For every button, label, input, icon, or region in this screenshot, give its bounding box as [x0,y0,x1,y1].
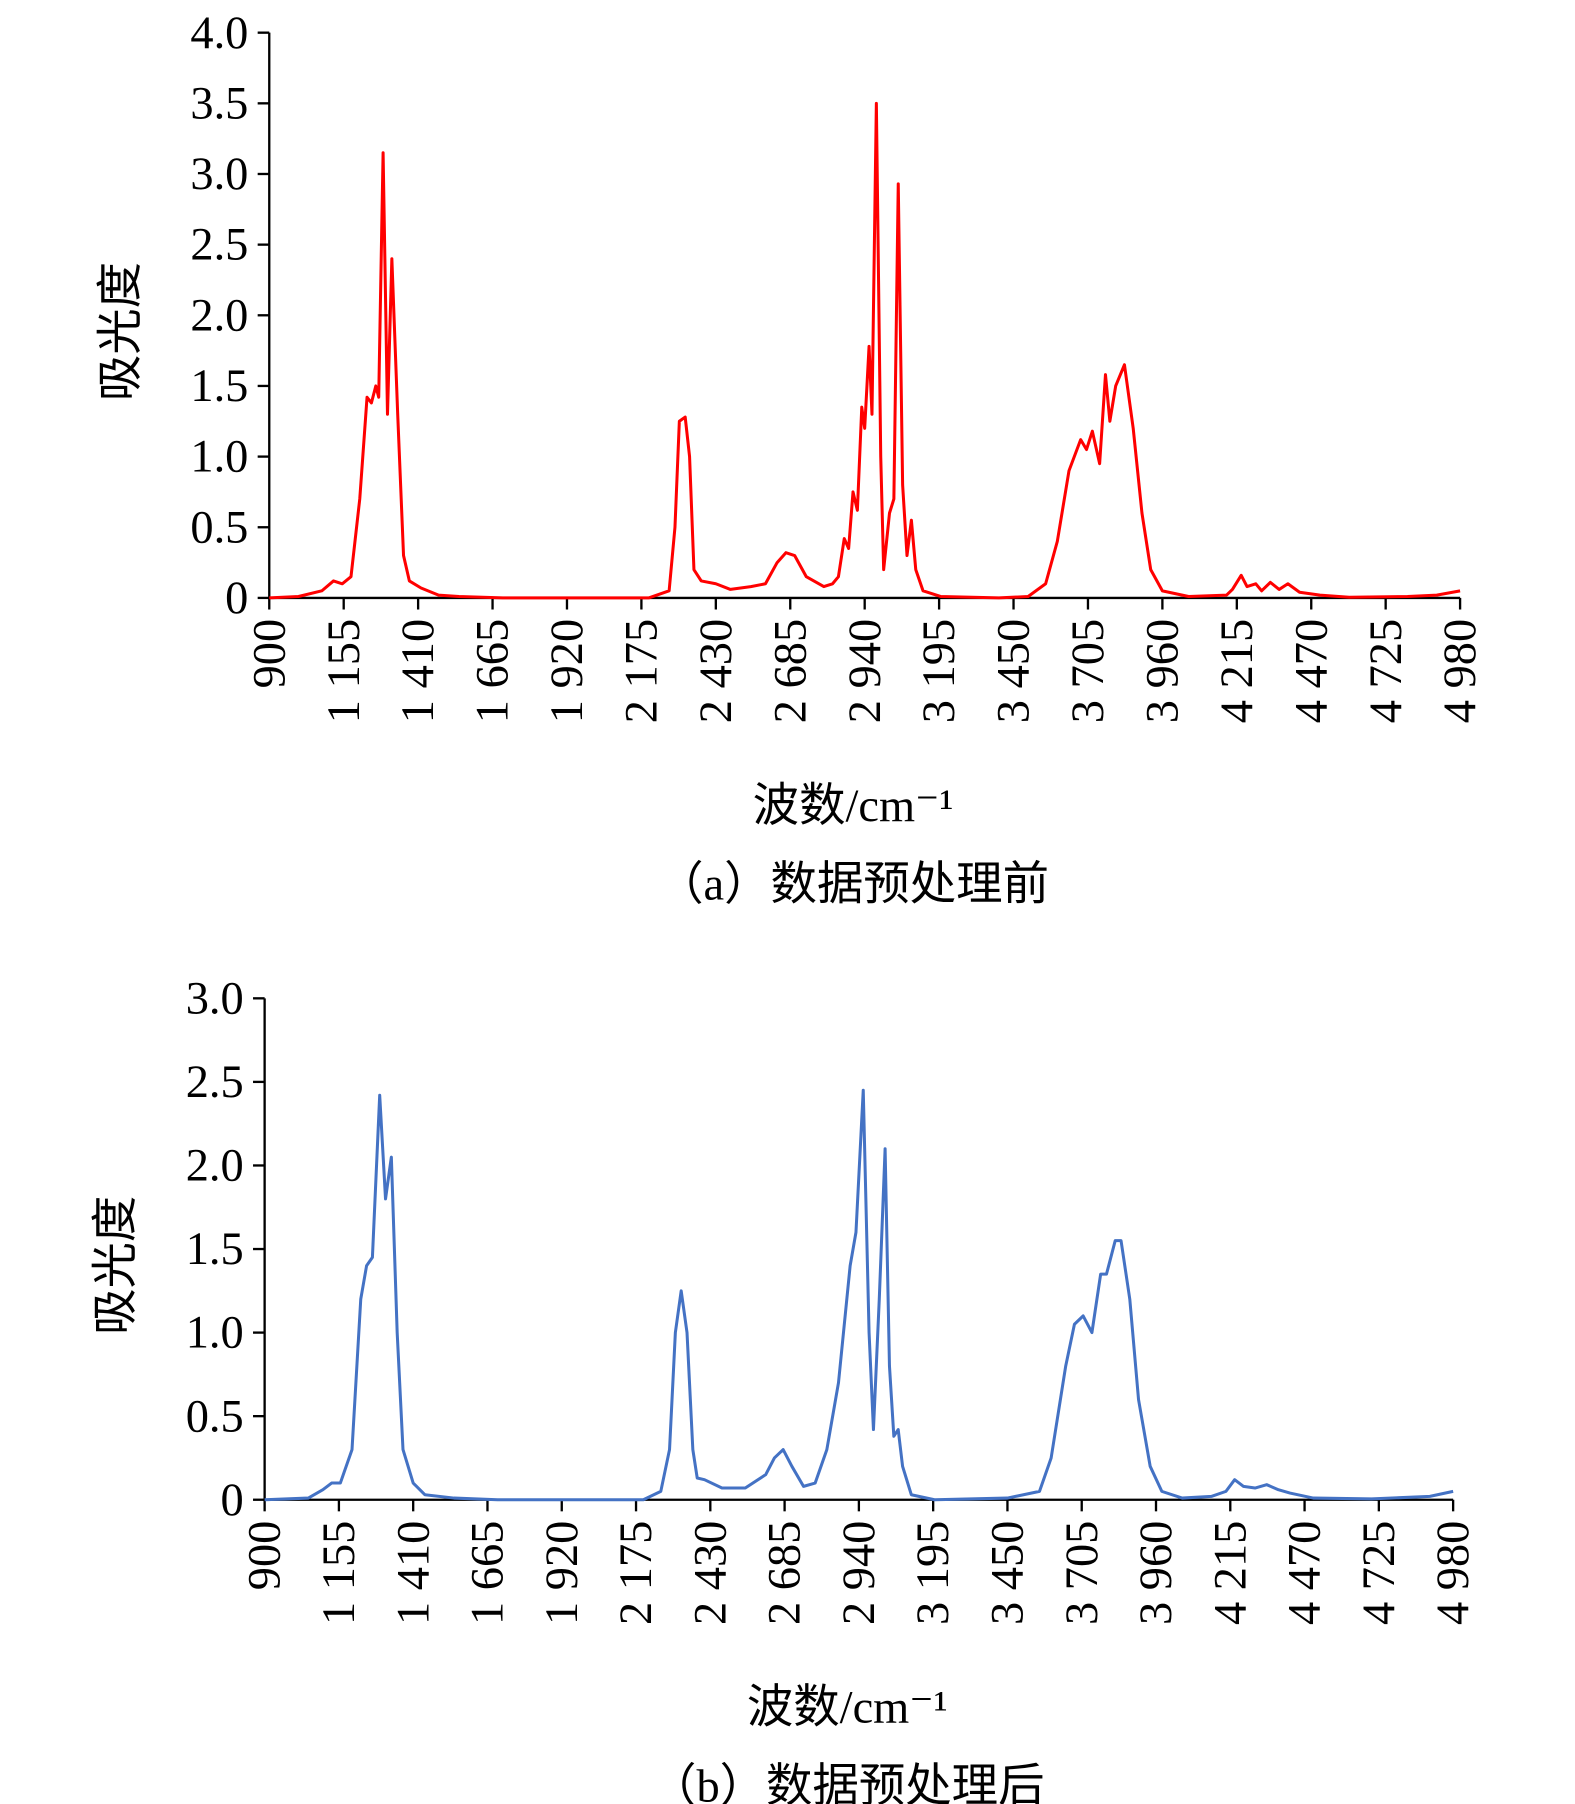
x-tick-label: 1 665 [468,619,519,723]
x-tick-label: 4 470 [1286,619,1337,723]
x-tick-label: 3 450 [989,619,1040,723]
x-tick-label: 1 410 [393,619,444,723]
y-tick-label: 2.0 [186,1141,244,1192]
y-axis-title: 吸光度 [91,1196,142,1335]
x-tick-label: 1 920 [537,1521,588,1625]
x-tick-label: 3 450 [983,1521,1034,1625]
y-tick-label: 1.0 [190,432,248,483]
x-tick-label: 2 685 [760,1521,811,1625]
x-tick-label: 2 175 [611,1521,662,1625]
spectrum-line [269,101,1461,600]
x-tick-label: 4 215 [1205,1521,1256,1625]
x-tick-label: 1 155 [319,619,370,723]
y-tick-label: 1.5 [186,1224,244,1275]
y-tick-label: 0.5 [190,502,248,553]
caption: （b）数据预处理后 [650,1762,1044,1804]
y-tick-label: 1.0 [186,1308,244,1359]
y-tick-label: 0 [225,573,248,624]
x-tick-label: 3 960 [1137,619,1188,723]
x-tick-label: 3 195 [908,1521,959,1625]
x-tick-label: 1 155 [314,1521,365,1625]
x-tick-label: 3 960 [1131,1521,1182,1625]
x-tick-label: 2 430 [685,1521,736,1625]
x-tick-label: 2 685 [765,619,816,723]
x-tick-label: 3 195 [914,619,965,723]
x-tick-label: 2 175 [616,619,667,723]
caption: （a）数据预处理前 [657,860,1049,911]
x-tick-label: 1 410 [388,1521,439,1625]
y-tick-label: 2.5 [190,220,248,271]
x-tick-label: 2 940 [834,1521,885,1625]
x-tick-label: 4 980 [1435,619,1486,723]
x-tick-label: 4 725 [1361,619,1412,723]
x-axis-title: 波数/cm⁻¹ [747,1683,948,1734]
y-tick-label: 3.5 [190,78,248,129]
x-tick-label: 4 215 [1212,619,1263,723]
x-tick-label: 900 [240,1521,291,1591]
y-tick-label: 3.0 [186,973,244,1024]
x-tick-label: 900 [244,619,295,689]
y-tick-label: 2.5 [186,1057,244,1108]
x-tick-label: 4 470 [1280,1521,1331,1625]
x-tick-label: 2 430 [691,619,742,723]
x-tick-label: 1 920 [542,619,593,723]
x-tick-label: 3 705 [1057,1521,1108,1625]
y-axis-title: 吸光度 [96,262,147,401]
x-tick-label: 3 705 [1063,619,1114,723]
y-tick-label: 2.0 [190,290,248,341]
y-tick-label: 3.0 [190,149,248,200]
x-tick-label: 4 725 [1354,1521,1405,1625]
y-tick-label: 0 [221,1475,244,1526]
x-axis-title: 波数/cm⁻¹ [753,781,954,832]
spectrum-line [264,1088,1454,1502]
y-tick-label: 4.0 [190,8,248,59]
y-tick-label: 1.5 [190,361,248,412]
x-tick-label: 1 665 [463,1521,514,1625]
x-tick-label: 4 980 [1428,1521,1479,1625]
x-tick-label: 2 940 [840,619,891,723]
y-tick-label: 0.5 [186,1391,244,1442]
